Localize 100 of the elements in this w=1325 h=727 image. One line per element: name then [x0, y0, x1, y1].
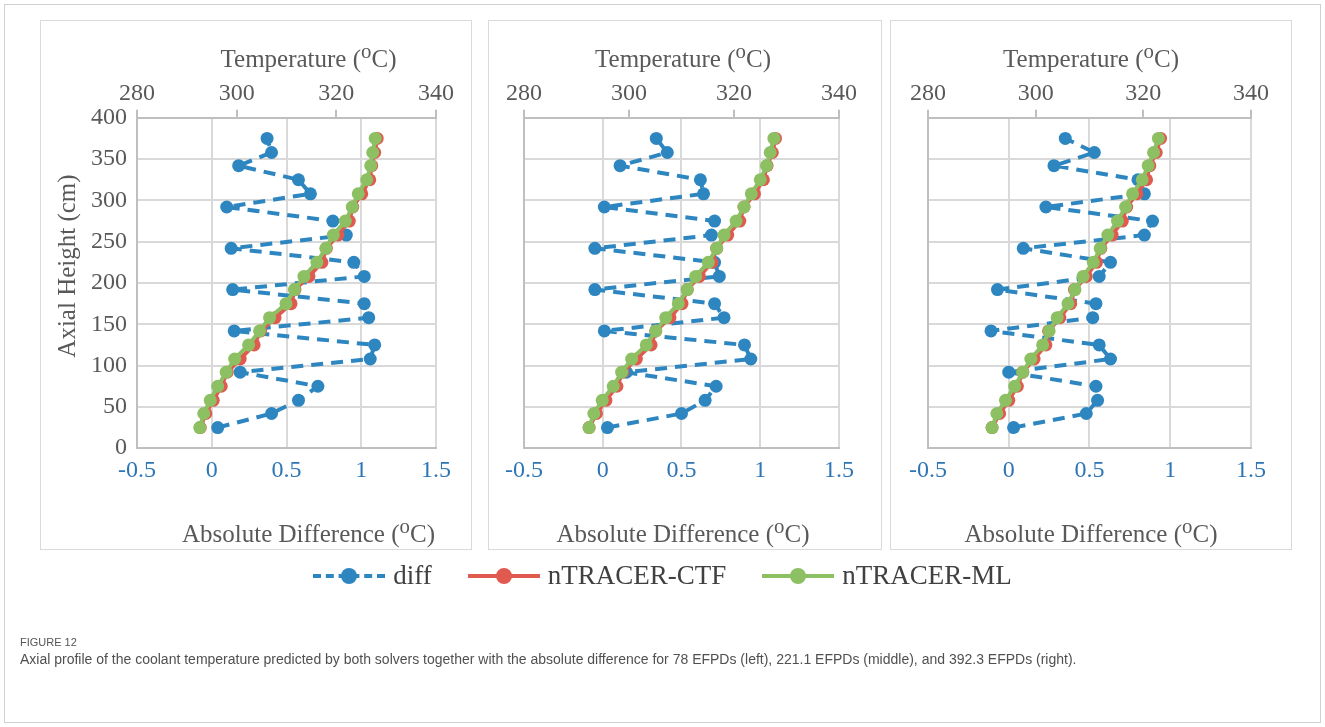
- point: [709, 379, 723, 393]
- x-tick-label: 0: [205, 455, 218, 482]
- x-tick-label: 1.5: [1236, 455, 1266, 482]
- point: [265, 145, 279, 159]
- point: [265, 407, 279, 421]
- x2-axis-title: Temperature ($^{o}$C): [219, 39, 398, 74]
- y-axis-title: Axial Height (cm): [53, 174, 81, 358]
- x2-tick-label: 340: [418, 78, 454, 105]
- y-tick-label: 400: [91, 103, 127, 130]
- text: Axial profile of the coolant temperature predicted by both solvers together with the absolute difference for 78 EFPDs (left), 221.1 EFPDs (middle), and 392.3 EFPDs (right).: [20, 650, 1078, 669]
- y-tick-label: 350: [91, 144, 127, 171]
- point: [717, 311, 731, 325]
- x2-tick-label: 300: [611, 78, 647, 105]
- x2-tick-label: 300: [218, 78, 255, 105]
- point: [1103, 255, 1117, 269]
- point: [704, 228, 718, 242]
- point: [1092, 338, 1106, 352]
- point: [1058, 131, 1072, 145]
- legend-label: diff: [393, 560, 432, 591]
- y-tick-label: 300: [91, 185, 127, 212]
- x2-axis-title: Temperature ($^{o}$C): [1002, 39, 1180, 74]
- point: [1103, 352, 1117, 366]
- point: [613, 159, 627, 173]
- x-axis-title: Absolute Difference ($^{o}$C): [555, 514, 811, 549]
- x-tick-label: 1.5: [824, 455, 854, 482]
- y-tick-label: 150: [91, 309, 127, 336]
- caption: FIGURE 12: [20, 636, 78, 648]
- x-tick-label: 0.5: [666, 455, 697, 482]
- point: [226, 283, 240, 297]
- point: [347, 255, 361, 269]
- x2-tick-label: 280: [910, 78, 946, 105]
- point: [698, 393, 712, 407]
- point: [326, 214, 340, 228]
- point: [597, 324, 611, 338]
- point: [588, 283, 602, 297]
- point: [1091, 393, 1105, 407]
- point: [211, 421, 225, 435]
- point: [1007, 421, 1021, 435]
- x2-tick-label: 340: [821, 78, 857, 105]
- point: [1079, 407, 1093, 421]
- point: [1089, 297, 1103, 311]
- point: [220, 200, 234, 214]
- point: [291, 393, 305, 407]
- x-axis-title: Absolute Difference ($^{o}$C): [963, 514, 1219, 549]
- x2-axis-title: Temperature ($^{o}$C): [594, 39, 772, 74]
- x-tick-label: 1: [1164, 455, 1177, 482]
- x-axis-title: Absolute Difference ($^{o}$C): [181, 514, 436, 549]
- point: [708, 214, 722, 228]
- point: [1016, 241, 1030, 255]
- x2-tick-label: 320: [318, 78, 355, 105]
- point: [984, 324, 998, 338]
- point: [693, 173, 707, 187]
- point: [1002, 365, 1016, 379]
- legend-label: nTRACER-CTF: [547, 560, 727, 591]
- x2-tick-label: 280: [506, 78, 542, 105]
- x2-tick-label: 320: [1125, 78, 1162, 105]
- x-tick-label: 0.5: [1074, 455, 1105, 482]
- point: [357, 269, 371, 283]
- y-tick-label: 200: [91, 268, 127, 295]
- legend-label: nTRACER-ML: [842, 560, 1012, 591]
- point: [363, 352, 377, 366]
- x-tick-label: -0.5: [909, 455, 947, 482]
- point: [1086, 311, 1100, 325]
- point: [1092, 269, 1106, 283]
- point: [227, 324, 241, 338]
- point: [1087, 145, 1101, 159]
- point: [1145, 214, 1159, 228]
- point: [588, 241, 602, 255]
- point: [1137, 228, 1151, 242]
- y-tick-label: 50: [103, 392, 127, 419]
- point: [232, 159, 246, 173]
- x2-tick-label: 280: [119, 78, 155, 105]
- y-tick-label: 100: [91, 350, 127, 377]
- x-tick-label: 1: [754, 455, 767, 482]
- point: [224, 241, 238, 255]
- point: [362, 311, 376, 325]
- point: [697, 187, 711, 201]
- x-tick-label: 0: [596, 455, 609, 482]
- x-tick-label: -0.5: [505, 455, 543, 482]
- point: [649, 131, 663, 145]
- point: [738, 338, 751, 352]
- x-tick-label: 1.5: [421, 455, 451, 482]
- x2-tick-label: 300: [1017, 78, 1054, 105]
- point: [303, 187, 317, 201]
- point: [600, 421, 614, 435]
- x-tick-label: 0.5: [271, 455, 302, 482]
- point: [1089, 379, 1103, 393]
- point: [675, 407, 688, 421]
- x-tick-label: 0: [1002, 455, 1015, 482]
- point: [1047, 159, 1061, 173]
- point: [233, 365, 247, 379]
- point: [708, 297, 722, 311]
- point: [660, 145, 674, 159]
- point: [990, 283, 1004, 297]
- x-tick-label: 1: [355, 455, 368, 482]
- x2-tick-label: 320: [716, 78, 752, 105]
- point: [744, 352, 758, 366]
- x2-tick-label: 340: [1233, 78, 1269, 105]
- point: [1039, 200, 1053, 214]
- point: [368, 338, 382, 352]
